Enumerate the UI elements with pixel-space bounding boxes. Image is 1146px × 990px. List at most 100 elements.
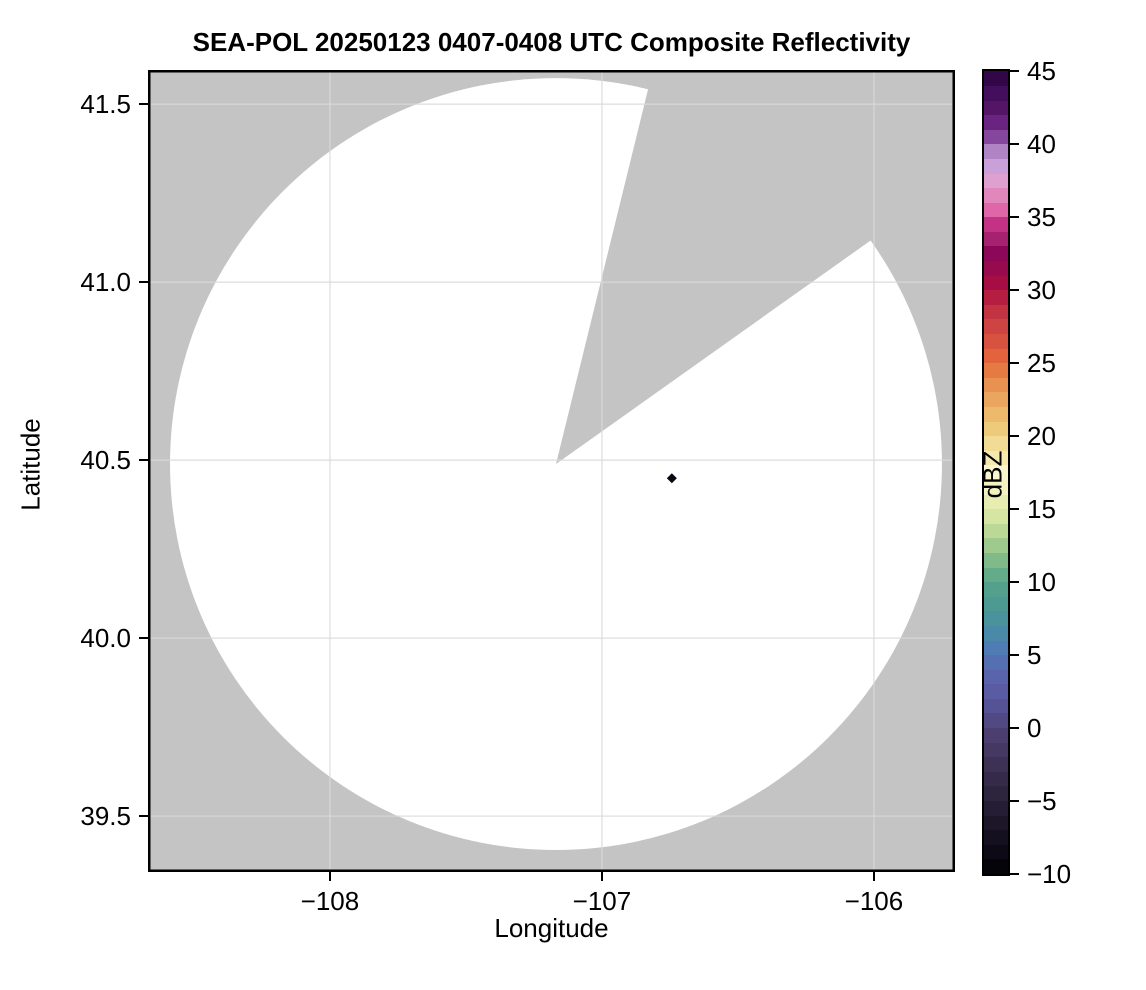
colorbar-tick: [1010, 580, 1019, 584]
colorbar-band: [984, 290, 1008, 305]
colorbar-band: [984, 713, 1008, 729]
colorbar-tick: [1010, 434, 1019, 438]
colorbar-band: [984, 538, 1008, 553]
colorbar-tick: [1010, 215, 1019, 219]
colorbar-band: [984, 304, 1008, 320]
colorbar-tick-label: 30: [1027, 275, 1056, 305]
colorbar-tick-label: −5: [1027, 786, 1057, 816]
data-point-diamond: [666, 473, 677, 484]
colorbar-band: [984, 815, 1008, 831]
y-axis-label: Latitude: [15, 418, 46, 511]
colorbar-band: [984, 786, 1008, 802]
colorbar-band: [984, 844, 1008, 860]
x-tick: [328, 872, 332, 881]
colorbar-band: [984, 742, 1008, 758]
colorbar-tick: [1010, 69, 1019, 73]
blocked-sector-wedge: [555, 70, 955, 465]
colorbar-tick-label: −10: [1027, 859, 1072, 889]
colorbar-band: [984, 158, 1008, 174]
x-tick: [872, 872, 876, 881]
y-tick-label: 41.0: [80, 267, 131, 298]
x-axis-label: Longitude: [494, 913, 609, 943]
y-tick: [139, 280, 148, 284]
colorbar-band: [984, 450, 1008, 466]
colorbar-tick-label: 20: [1027, 421, 1056, 451]
colorbar-band: [984, 100, 1008, 116]
colorbar-tick: [1010, 872, 1019, 876]
colorbar-tick-label: 5: [1027, 640, 1042, 670]
colorbar-band: [984, 334, 1008, 349]
colorbar-band: [984, 421, 1008, 437]
colorbar-band: [984, 129, 1008, 145]
x-tick-label: −107: [572, 886, 632, 916]
colorbar-band: [984, 202, 1008, 218]
colorbar-band: [984, 348, 1008, 364]
colorbar-tick: [1010, 361, 1019, 365]
colorbar-band: [984, 319, 1008, 335]
colorbar-band: [984, 115, 1008, 130]
y-tick-label: 41.5: [80, 89, 131, 120]
y-tick-label: 40.5: [80, 445, 131, 476]
colorbar-band: [984, 684, 1008, 699]
page-title: SEA-POL 20250123 0407-0408 UTC Composite…: [192, 27, 911, 57]
colorbar-band: [984, 655, 1008, 670]
colorbar-band: [984, 144, 1008, 159]
colorbar-band: [984, 363, 1008, 378]
colorbar-tick: [1010, 799, 1019, 803]
y-tick: [139, 458, 148, 462]
colorbar-band: [984, 859, 1008, 874]
x-tick-label: −106: [844, 886, 904, 916]
colorbar-band: [984, 436, 1008, 451]
colorbar-band: [984, 611, 1008, 626]
colorbar-band: [984, 640, 1008, 656]
colorbar-tick: [1010, 653, 1019, 657]
colorbar-tick: [1010, 507, 1019, 511]
colorbar-band: [984, 567, 1008, 583]
colorbar-tick: [1010, 288, 1019, 292]
colorbar-band: [984, 523, 1008, 539]
colorbar-band: [984, 71, 1008, 86]
colorbar-band: [984, 407, 1008, 422]
colorbar-band: [984, 217, 1008, 232]
plot-frame: [148, 70, 955, 872]
colorbar-tick: [1010, 142, 1019, 146]
colorbar-label: dBZ: [977, 450, 1008, 499]
x-tick-label: −108: [300, 886, 360, 916]
colorbar-band: [984, 669, 1008, 685]
y-tick: [139, 636, 148, 640]
colorbar-tick-label: 40: [1027, 129, 1056, 159]
colorbar-band: [984, 757, 1008, 772]
y-tick-label: 40.0: [80, 623, 131, 654]
colorbar-band: [984, 728, 1008, 743]
colorbar-band: [984, 85, 1008, 101]
colorbar-band: [984, 698, 1008, 714]
colorbar-tick-label: 15: [1027, 494, 1056, 524]
colorbar-band: [984, 231, 1008, 247]
y-tick: [139, 814, 148, 818]
colorbar-band: [984, 494, 1008, 510]
colorbar-band: [984, 801, 1008, 816]
colorbar-band: [984, 509, 1008, 524]
colorbar-band: [984, 188, 1008, 203]
colorbar-band: [984, 275, 1008, 291]
colorbar-band: [984, 625, 1008, 641]
colorbar-band: [984, 771, 1008, 787]
colorbar-tick-label: 0: [1027, 713, 1042, 743]
colorbar-band: [984, 830, 1008, 845]
radar-plot-area: [148, 70, 955, 872]
colorbar-tick-label: 25: [1027, 348, 1056, 378]
plot-contents: [148, 70, 955, 872]
colorbar-band: [984, 173, 1008, 189]
y-tick-label: 39.5: [80, 801, 131, 832]
y-tick: [139, 102, 148, 106]
colorbar-tick-label: 35: [1027, 202, 1056, 232]
x-tick: [600, 872, 604, 881]
colorbar-band: [984, 596, 1008, 612]
colorbar-tick-label: 45: [1027, 56, 1056, 86]
colorbar-tick-label: 10: [1027, 567, 1056, 597]
colorbar: [982, 69, 1010, 876]
colorbar-tick: [1010, 726, 1019, 730]
colorbar-band: [984, 479, 1008, 495]
colorbar-band: [984, 465, 1008, 480]
